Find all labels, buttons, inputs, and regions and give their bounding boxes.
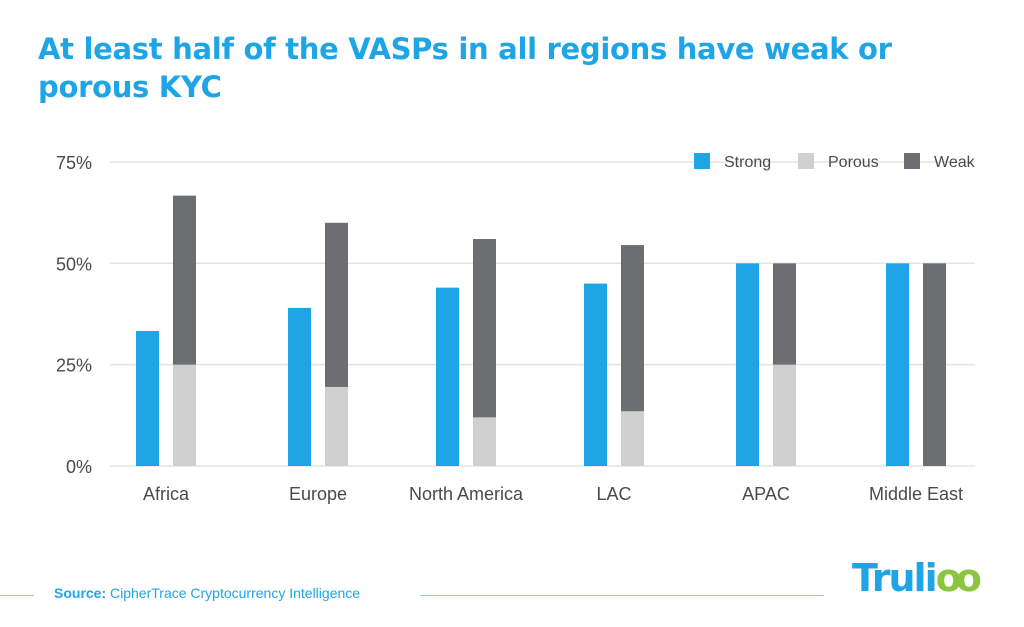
legend-label-porous: Porous bbox=[828, 154, 879, 171]
footer-divider-right bbox=[420, 595, 824, 596]
bar-porous bbox=[621, 411, 644, 466]
footer-divider-left bbox=[0, 595, 34, 596]
legend-swatch-porous bbox=[798, 153, 814, 169]
bar-strong bbox=[736, 263, 759, 466]
bar-strong bbox=[288, 307, 311, 466]
bar-weak bbox=[621, 245, 644, 412]
y-tick-label: 50% bbox=[56, 254, 92, 274]
y-tick-label: 0% bbox=[66, 457, 92, 477]
bar-weak bbox=[325, 222, 348, 387]
x-tick-label: North America bbox=[409, 484, 524, 504]
source-note: Source: CipherTrace Cryptocurrency Intel… bbox=[54, 585, 360, 601]
logo-accent: oo bbox=[935, 556, 982, 600]
legend-swatch-strong bbox=[694, 153, 710, 169]
y-tick-label: 25% bbox=[56, 356, 92, 376]
bar-porous bbox=[473, 417, 496, 466]
bar-strong bbox=[584, 283, 607, 466]
bar-weak bbox=[923, 263, 946, 466]
chart-title: At least half of the VASPs in all region… bbox=[38, 32, 892, 104]
bar-porous bbox=[325, 386, 348, 466]
legend-label-weak: Weak bbox=[934, 154, 976, 171]
bar-porous bbox=[773, 364, 796, 466]
x-tick-label: LAC bbox=[596, 484, 631, 504]
x-tick-label: Middle East bbox=[869, 484, 963, 504]
source-text: CipherTrace Cryptocurrency Intelligence bbox=[106, 585, 361, 601]
bar-weak bbox=[473, 239, 496, 418]
y-tick-label: 75% bbox=[56, 153, 92, 173]
x-tick-label: Europe bbox=[289, 484, 347, 504]
x-tick-label: APAC bbox=[742, 484, 790, 504]
source-label: Source: bbox=[54, 585, 107, 601]
bar-chart: 0% 25% 50% 75% Africa Europe North America LAC A… bbox=[56, 153, 976, 504]
bar-weak bbox=[773, 263, 796, 365]
bar-weak bbox=[173, 195, 196, 365]
bar-strong bbox=[886, 263, 909, 466]
bar-strong bbox=[436, 287, 459, 466]
bar-strong bbox=[136, 331, 159, 466]
bar-porous bbox=[173, 364, 196, 466]
legend-swatch-weak bbox=[904, 153, 920, 169]
x-tick-label: Africa bbox=[143, 484, 190, 504]
legend-label-strong: Strong bbox=[724, 154, 771, 171]
trulioo-logo: Trulioo bbox=[852, 556, 982, 600]
logo-text: Truli bbox=[852, 556, 938, 600]
